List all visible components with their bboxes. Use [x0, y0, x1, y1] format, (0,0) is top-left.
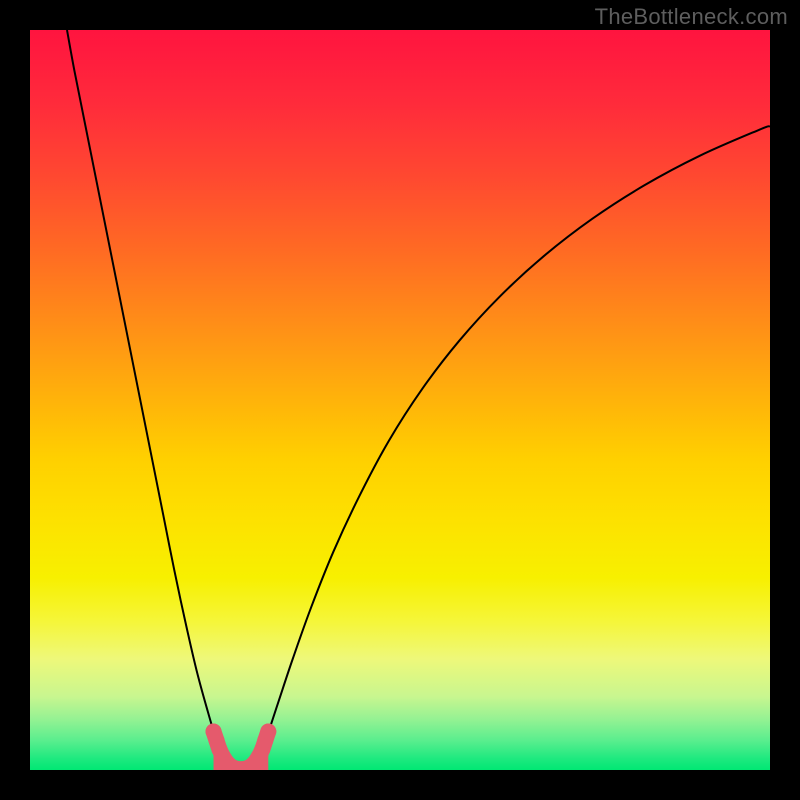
- curve-left: [67, 30, 230, 769]
- watermark-text: TheBottleneck.com: [595, 4, 788, 30]
- plot-area: [30, 30, 770, 770]
- curve-right: [252, 126, 770, 768]
- trough-marker: [260, 724, 276, 740]
- chart-curves: [30, 30, 770, 770]
